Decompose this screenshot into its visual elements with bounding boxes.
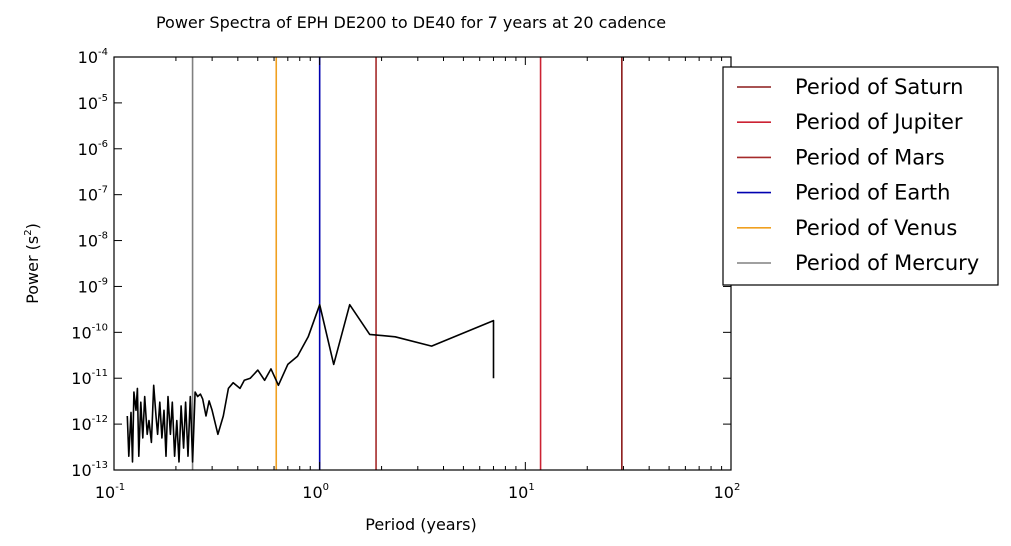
y-tick-label: 10-8 xyxy=(78,231,108,251)
y-tick-label: 10-13 xyxy=(71,460,108,480)
legend: Period of Saturn Period of Jupiter Period … xyxy=(722,66,999,286)
legend-entry: Period of Earth xyxy=(795,181,950,205)
x-tick-label: 100 xyxy=(302,482,329,502)
legend-entry: Period of Jupiter xyxy=(795,110,963,134)
chart-title: Power Spectra of EPH DE200 to DE40 for 7… xyxy=(156,13,666,32)
y-tick-label: 10-4 xyxy=(78,47,108,67)
y-axis-label-sup: 2 xyxy=(23,229,34,235)
legend-entry: Period of Venus xyxy=(795,216,957,240)
power-spectrum-line xyxy=(126,303,495,463)
y-tick-label: 10-11 xyxy=(71,368,108,388)
y-axis-label-end: ) xyxy=(23,223,42,229)
y-tick-label: 10-10 xyxy=(71,322,108,342)
plot-frame xyxy=(113,56,732,471)
x-tick-label: 102 xyxy=(714,482,741,502)
y-tick-label: 10-5 xyxy=(78,93,108,113)
y-tick-label: 10-7 xyxy=(78,185,108,205)
x-tick-label: 10-1 xyxy=(95,482,125,502)
y-axis-label: Power (s2) xyxy=(23,223,42,304)
x-axis-label: Period (years) xyxy=(365,515,477,534)
legend-entry: Period of Mercury xyxy=(795,251,979,275)
x-tick-label: 101 xyxy=(508,482,535,502)
y-tick-label: 10-9 xyxy=(78,276,108,296)
y-tick-label: 10-6 xyxy=(78,139,108,159)
y-axis-label-base: Power (s xyxy=(23,236,42,304)
legend-entry: Period of Saturn xyxy=(795,75,963,99)
y-tick-label: 10-12 xyxy=(71,414,108,434)
legend-entry: Period of Mars xyxy=(795,145,945,169)
legend-box xyxy=(722,66,999,286)
